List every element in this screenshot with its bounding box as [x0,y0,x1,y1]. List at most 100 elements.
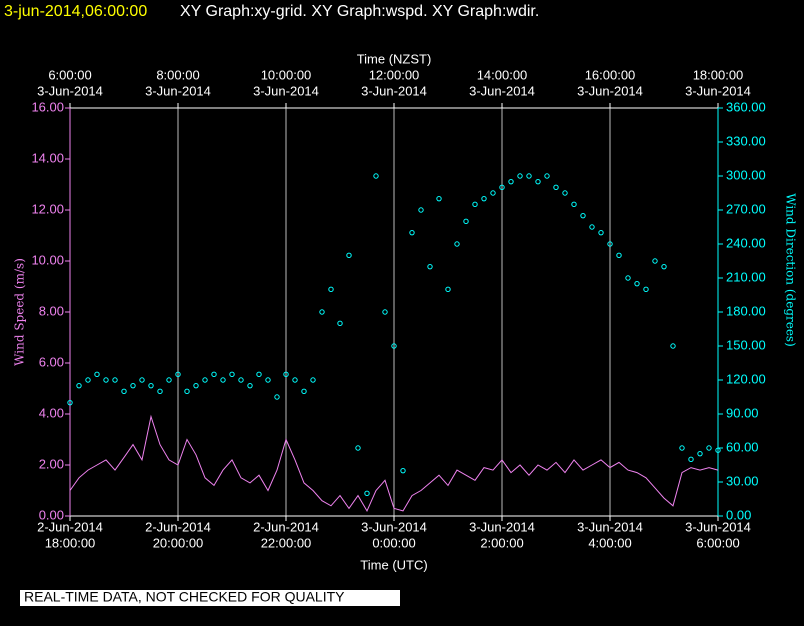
direction-point [427,263,433,270]
y-tick-label: 4.00 [39,405,64,420]
direction-point [706,445,712,451]
direction-point [265,377,271,383]
direction-point [688,456,694,463]
direction-point [238,377,244,383]
y2-tick-label: 210.00 [726,269,766,284]
direction-point [445,286,451,293]
direction-point [76,382,82,389]
direction-point [670,343,676,349]
y2-tick-label: 0.00 [726,507,751,522]
x2-tick-label: 8:00:00 [156,67,199,82]
footer-box [20,590,400,606]
direction-point [535,178,541,185]
x2-tick-label: 14:00:00 [477,67,528,82]
y2-tick-label: 90.00 [726,405,759,420]
direction-point [301,388,307,395]
direction-point [391,343,397,349]
x2-tick-label: 3-Jun-2014 [253,83,319,98]
direction-point [310,377,316,383]
x2-tick-label: 6:00:00 [48,67,91,82]
x-tick-label: 18:00:00 [45,535,96,550]
direction-point [202,377,208,383]
x-tick-label: 22:00:00 [261,535,312,550]
y2-tick-label: 240.00 [726,235,766,250]
x-tick-label: 2:00:00 [480,535,523,550]
x2-tick-label: 18:00:00 [693,67,744,82]
direction-point [274,394,280,400]
direction-point [526,173,532,179]
direction-point [328,286,334,293]
direction-point [589,224,595,230]
direction-point [418,207,424,213]
y2-tick-label: 30.00 [726,473,759,488]
x2-tick-label: 12:00:00 [369,67,420,82]
x-tick-label: 3-Jun-2014 [685,519,751,534]
direction-point [211,371,217,378]
direction-point [634,280,640,287]
direction-point [409,229,415,236]
x2-tick-label: 3-Jun-2014 [37,83,103,98]
header-graphs: XY Graph:xy-grid. XY Graph:wspd. XY Grap… [180,3,539,20]
direction-point [292,377,298,383]
x-tick-label: 3-Jun-2014 [577,519,643,534]
direction-point [652,258,658,264]
x2-tick-label: 3-Jun-2014 [145,83,211,98]
x-tick-label: 4:00:00 [588,535,631,550]
x-axis-title: Time (UTC) [360,557,427,572]
direction-point [715,447,721,453]
direction-point [463,218,469,225]
direction-point [103,377,109,383]
direction-point [580,212,586,219]
direction-point [337,320,343,327]
y2-tick-label: 360.00 [726,99,766,114]
direction-point [544,173,550,179]
x2-tick-label: 3-Jun-2014 [469,83,535,98]
direction-point [67,399,73,406]
direction-point [112,377,118,383]
x-tick-label: 2-Jun-2014 [145,519,211,534]
y-tick-label: 6.00 [39,354,64,369]
footer-note: REAL-TIME DATA, NOT CHECKED FOR QUALITY [24,589,345,605]
direction-point [157,388,163,395]
direction-point [220,377,226,383]
direction-point [373,173,379,179]
y-axis-title: Wind Speed (m/s) [13,258,27,366]
direction-point [256,371,262,378]
y-tick-label: 8.00 [39,303,64,318]
x-tick-label: 3-Jun-2014 [469,519,535,534]
direction-point [247,382,253,389]
x-tick-label: 0:00:00 [372,535,415,550]
y2-tick-label: 270.00 [726,201,766,216]
direction-point [643,286,649,293]
y-tick-label: 2.00 [39,456,64,471]
x-tick-label: 3-Jun-2014 [361,519,427,534]
direction-point [121,388,127,395]
x-tick-label: 2-Jun-2014 [37,519,103,534]
direction-point [490,190,496,196]
direction-point [499,184,505,191]
header-time: 3-jun-2014,06:00:00 [4,3,147,20]
direction-point [283,371,289,378]
direction-point [85,377,91,383]
y2-tick-label: 180.00 [726,303,766,318]
direction-point [139,377,145,383]
y2-tick-label: 150.00 [726,337,766,352]
x2-tick-label: 3-Jun-2014 [361,83,427,98]
y2-tick-label: 60.00 [726,439,759,454]
y-tick-label: 10.00 [31,252,64,267]
direction-point [454,241,460,247]
x-tick-label: 20:00:00 [153,535,204,550]
direction-point [364,490,370,497]
direction-point [130,382,136,389]
direction-point [679,445,685,451]
direction-point [193,382,199,389]
x2-tick-label: 10:00:00 [261,67,312,82]
direction-point [481,195,487,202]
y-tick-label: 12.00 [31,201,64,216]
y-tick-label: 16.00 [31,99,64,114]
y2-tick-label: 120.00 [726,371,766,386]
direction-point [94,371,100,378]
x2-tick-label: 3-Jun-2014 [577,83,643,98]
